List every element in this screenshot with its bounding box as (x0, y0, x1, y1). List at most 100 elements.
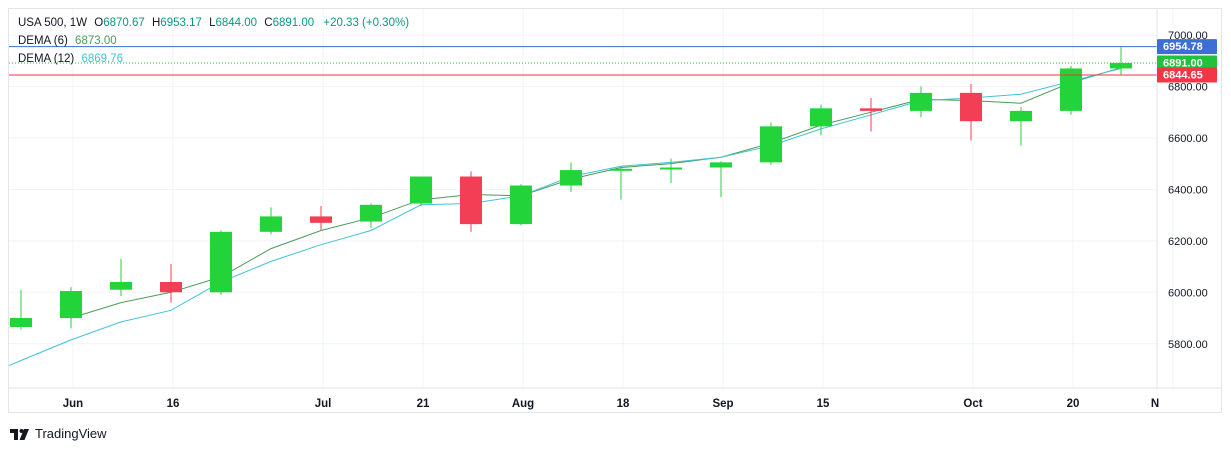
x-tick-label: 18 (617, 398, 630, 410)
candle (910, 86, 932, 118)
low-label: L (209, 17, 216, 29)
symbol-legend: USA 500, 1W O6870.67 H6953.17 L6844.00 C… (18, 17, 410, 29)
candle (760, 122, 782, 165)
candle (110, 258, 132, 297)
candle (610, 166, 632, 200)
dema12-legend[interactable]: DEMA (12) 6869.76 (18, 53, 123, 65)
x-tick-label: 16 (167, 398, 180, 410)
dema12-label: DEMA (12) (18, 53, 75, 65)
candle-body (410, 176, 432, 204)
candle-body (610, 168, 632, 171)
candle (810, 104, 832, 136)
chart-frame (8, 8, 1222, 413)
interval-label[interactable]: 1W (69, 17, 88, 29)
price-badge-label: 6954.78 (1163, 41, 1203, 53)
x-tick-label: N (1151, 398, 1159, 410)
candle (860, 98, 882, 132)
candle-body (760, 126, 782, 163)
price-badge (1157, 55, 1217, 71)
candle (710, 161, 732, 198)
x-tick-label: Oct (963, 398, 982, 410)
y-tick-label: 6200.00 (1168, 236, 1208, 248)
candle-body (310, 216, 332, 223)
dema-line-6 (70, 67, 1122, 319)
close-label: C (264, 17, 273, 29)
candle-body (260, 216, 282, 232)
candle (160, 263, 182, 303)
x-tick-label: Jun (63, 398, 83, 410)
open-value: 6870.67 (103, 17, 145, 29)
candle-body (660, 167, 682, 170)
x-tick-label: Aug (512, 398, 534, 410)
candle-body (960, 92, 982, 122)
dema6-label: DEMA (6) (18, 35, 68, 47)
tradingview-brand[interactable]: TradingView (10, 426, 107, 441)
candle-body (210, 231, 232, 293)
candle-body (360, 204, 382, 222)
candle-body (110, 282, 132, 290)
candle (210, 230, 232, 295)
grid-lines (9, 9, 1174, 388)
time-axis: Jun 16 Jul 21 Aug 18 Sep 15 Oct 20 N (9, 387, 1222, 410)
candle (960, 83, 982, 141)
candle (660, 158, 682, 183)
brand-name: TradingView (35, 426, 107, 441)
candle-body (560, 170, 582, 186)
candle (310, 206, 332, 231)
candle-body (860, 108, 882, 111)
x-tick-label: Sep (712, 398, 733, 410)
candle-body (1060, 68, 1082, 111)
candle-body (60, 291, 82, 319)
candle-body (710, 162, 732, 168)
candle-body (810, 108, 832, 127)
low-value: 6844.00 (215, 17, 258, 29)
symbol-name[interactable]: USA 500 (18, 17, 64, 29)
y-tick-label: 7000.00 (1168, 30, 1208, 42)
candle (1010, 107, 1032, 146)
dema6-legend[interactable]: DEMA (6) 6873.00 (18, 35, 117, 47)
candle-body (1110, 63, 1132, 69)
price-lines (9, 46, 1157, 76)
close-value: 6891.00 (272, 17, 315, 29)
candle (1060, 65, 1082, 115)
candle (510, 184, 532, 226)
candles (10, 47, 1132, 330)
candle (460, 171, 482, 232)
price-badge (1157, 67, 1217, 83)
x-tick-label: 21 (417, 398, 430, 410)
high-value: 6953.17 (160, 17, 202, 29)
candle (60, 287, 82, 329)
dema6-value: 6873.00 (75, 35, 117, 47)
candle (560, 162, 582, 192)
candle-body (10, 318, 32, 328)
y-tick-label: 6600.00 (1168, 133, 1208, 145)
y-tick-label: 5800.00 (1168, 339, 1208, 351)
dema-line-12 (8, 67, 1122, 367)
dema12-value: 6869.76 (81, 53, 124, 65)
candle (10, 289, 32, 330)
x-tick-label: 20 (1067, 398, 1080, 410)
candle-body (460, 176, 482, 225)
change-value: +20.33 (+0.30%) (323, 17, 410, 29)
x-tick-label: 15 (817, 398, 830, 410)
candle-body (160, 282, 182, 293)
candle-body (1010, 110, 1032, 122)
price-badge-label: 6891.00 (1163, 58, 1203, 70)
y-tick-label: 6800.00 (1168, 81, 1208, 93)
high-label: H (151, 17, 161, 29)
y-tick-label: 6400.00 (1168, 184, 1208, 196)
price-badge-label: 6844.65 (1163, 69, 1203, 81)
open-label: O (94, 17, 104, 29)
price-badge (1157, 39, 1217, 55)
y-tick-label: 6000.00 (1168, 287, 1208, 299)
candle (260, 207, 282, 235)
x-tick-label: Jul (315, 398, 332, 410)
candle (360, 203, 382, 228)
candle-body (910, 92, 932, 111)
dema-lines (8, 67, 1122, 367)
tradingview-logo-icon (10, 427, 32, 441)
candle-body (510, 185, 532, 225)
candle (410, 176, 432, 207)
